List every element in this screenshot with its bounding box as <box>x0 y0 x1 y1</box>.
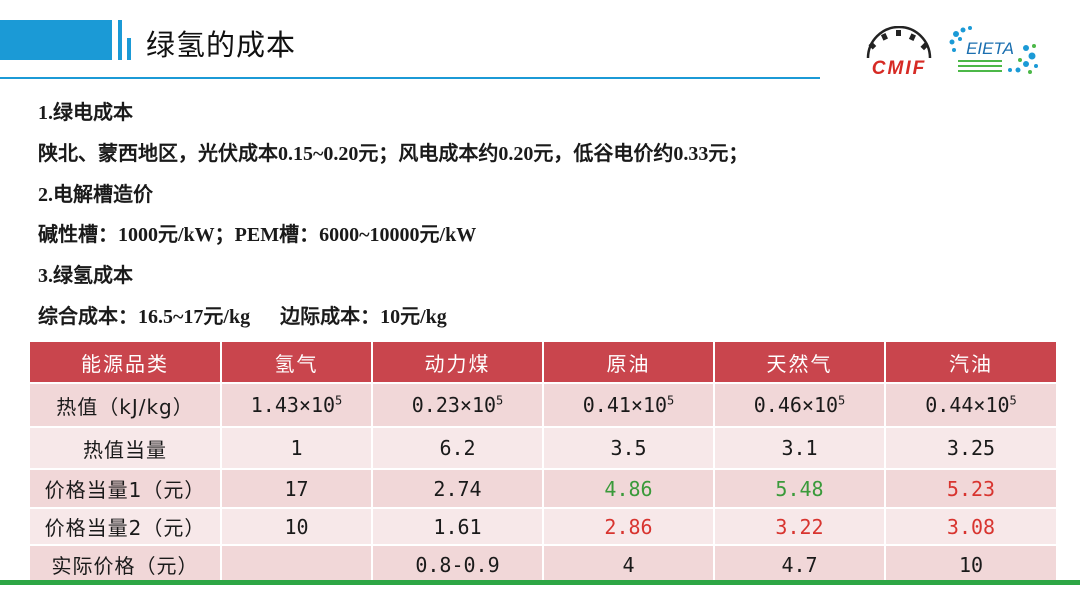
table-cell: 4.86 <box>543 469 715 509</box>
table-cell: 2.74 <box>372 469 544 509</box>
row-label: 实际价格（元） <box>30 545 222 585</box>
table-cell: 3.5 <box>543 427 715 470</box>
section-heading-hydrogen-cost: 3.绿氢成本 <box>38 265 133 288</box>
table-row: 实际价格（元） 0.8-0.9 4 4.7 10 <box>30 545 1058 585</box>
table-cell <box>221 545 373 585</box>
table-header: 氢气 <box>221 342 373 384</box>
cmif-logo-text: CMIF <box>872 58 926 78</box>
table-cell: 3.25 <box>885 427 1058 470</box>
eieta-logo: EIETA <box>949 26 1038 74</box>
title-accent-tick <box>118 20 122 60</box>
footer-rule <box>0 580 1080 585</box>
row-label: 热值当量 <box>30 427 222 470</box>
table-cell: 1 <box>221 427 373 470</box>
section-heading-electrolyzer: 2.电解槽造价 <box>38 183 153 206</box>
table-cell: 0.46×105 <box>714 383 886 428</box>
table-header-row: 能源品类 氢气 动力煤 原油 天然气 汽油 <box>30 342 1058 384</box>
table-cell: 2.86 <box>543 508 715 546</box>
table-cell: 5.23 <box>885 469 1058 509</box>
table-cell: 3.1 <box>714 427 886 470</box>
section-heading-green-power: 1.绿电成本 <box>38 102 133 124</box>
row-label: 价格当量2（元） <box>30 508 222 546</box>
table-cell: 0.8-0.9 <box>372 545 544 585</box>
title-accent-bar <box>0 20 112 60</box>
title-accent-tick <box>127 38 131 60</box>
cmif-logo: CMIF <box>866 26 932 78</box>
table-row: 价格当量2（元） 10 1.61 2.86 3.22 3.08 <box>30 508 1058 546</box>
table-cell: 0.44×105 <box>885 383 1058 428</box>
table-cell: 6.2 <box>372 427 544 470</box>
table-header: 动力煤 <box>372 342 544 384</box>
table-cell: 1.61 <box>372 508 544 546</box>
table-cell: 10 <box>885 545 1058 585</box>
row-label: 价格当量1（元） <box>30 469 222 509</box>
table-row: 价格当量1（元） 17 2.74 4.86 5.48 5.23 <box>30 469 1058 509</box>
content-body: 1.绿电成本 陕北、蒙西地区，光伏成本0.15~0.20元；风电成本约0.20元… <box>38 93 1048 338</box>
table-header: 能源品类 <box>30 342 222 384</box>
row-label: 热值（kJ/kg） <box>30 383 222 428</box>
table-row: 热值当量 1 6.2 3.5 3.1 3.25 <box>30 427 1058 470</box>
table-cell: 10 <box>221 508 373 546</box>
table-cell: 3.08 <box>885 508 1058 546</box>
table-cell: 0.23×105 <box>372 383 544 428</box>
table-header: 汽油 <box>885 342 1058 384</box>
table-cell: 0.41×105 <box>543 383 715 428</box>
table-row: 热值（kJ/kg） 1.43×105 0.23×105 0.41×105 0.4… <box>30 383 1058 428</box>
table-cell: 5.48 <box>714 469 886 509</box>
eieta-logo-text: EIETA <box>966 39 1014 58</box>
table-header: 原油 <box>543 342 715 384</box>
table-cell: 4 <box>543 545 715 585</box>
section-body-electrolyzer: 碱性槽：1000元/kW；PEM槽：6000~10000元/kW <box>38 224 477 247</box>
section-body-green-power: 陕北、蒙西地区，光伏成本0.15~0.20元；风电成本约0.20元，低谷电价约0… <box>38 142 749 165</box>
table-cell: 3.22 <box>714 508 886 546</box>
table-cell: 4.7 <box>714 545 886 585</box>
energy-cost-table: 能源品类 氢气 动力煤 原油 天然气 汽油 热值（kJ/kg） 1.43×105… <box>30 342 1058 585</box>
table-header: 天然气 <box>714 342 886 384</box>
page-title: 绿氢的成本 <box>146 28 297 62</box>
table-cell: 17 <box>221 469 373 509</box>
section-body-hydrogen-cost: 综合成本：16.5~17元/kg 边际成本：10元/kg <box>38 305 447 328</box>
title-underline <box>0 77 820 79</box>
table-cell: 1.43×105 <box>221 383 373 428</box>
